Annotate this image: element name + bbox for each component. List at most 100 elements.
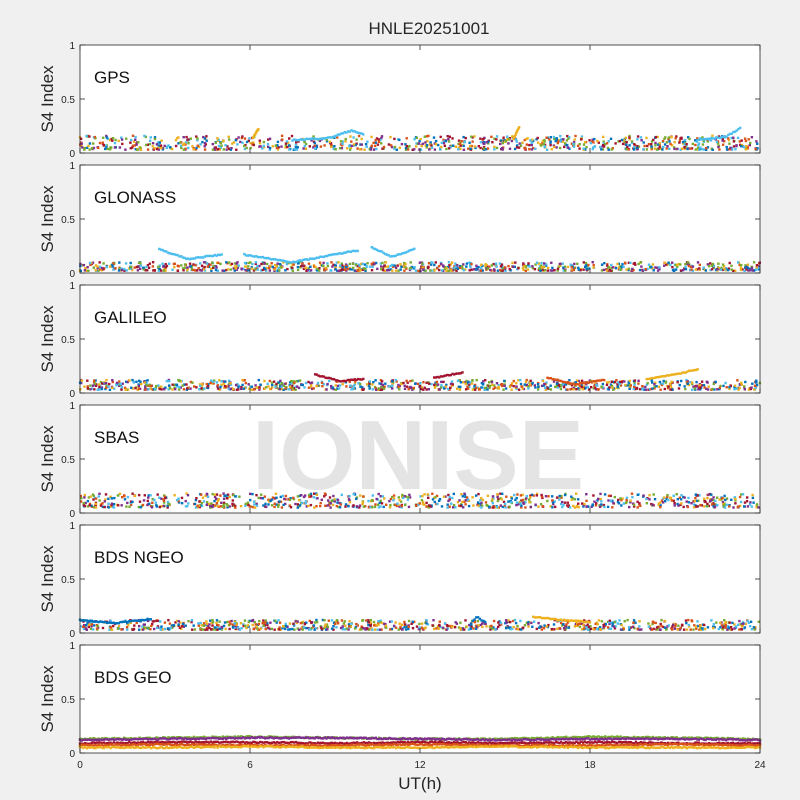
data-point: [214, 146, 217, 149]
data-point: [198, 383, 202, 386]
data-point: [479, 499, 482, 502]
data-point: [352, 385, 355, 388]
data-point: [696, 368, 699, 371]
data-point: [493, 506, 496, 509]
data-point: [570, 382, 573, 385]
data-point: [579, 269, 582, 272]
data-point: [374, 141, 377, 144]
data-point: [281, 138, 284, 141]
data-point: [546, 499, 549, 503]
data-point: [85, 134, 88, 138]
data-point: [572, 142, 575, 145]
data-point: [139, 264, 143, 267]
data-point: [468, 623, 471, 627]
data-point: [719, 268, 723, 271]
data-point: [570, 498, 573, 501]
data-point: [271, 383, 274, 387]
data-point: [354, 143, 357, 147]
data-point: [80, 619, 83, 622]
data-point: [270, 262, 273, 265]
data-point: [166, 627, 170, 630]
data-point: [755, 383, 759, 387]
data-point: [690, 388, 694, 391]
data-point: [394, 254, 397, 258]
data-point: [690, 265, 693, 268]
data-point: [260, 269, 263, 272]
data-point: [348, 620, 351, 623]
data-point: [177, 620, 180, 623]
data-point: [195, 256, 198, 259]
data-point: [255, 504, 259, 507]
data-point: [591, 147, 594, 151]
data-point: [597, 379, 601, 382]
data-point: [163, 495, 167, 498]
data-point: [250, 388, 254, 391]
data-point: [648, 498, 651, 501]
data-point: [251, 267, 254, 270]
data-point: [280, 506, 284, 509]
data-point: [594, 387, 597, 390]
data-point: [596, 499, 599, 502]
data-point: [743, 137, 747, 140]
data-point: [238, 495, 241, 498]
data-point: [523, 138, 526, 142]
data-point: [336, 498, 340, 502]
data-point: [463, 141, 466, 144]
data-point: [132, 380, 135, 384]
data-point: [755, 506, 758, 509]
data-point: [91, 493, 95, 496]
data-point: [503, 504, 507, 508]
data-point: [83, 146, 86, 150]
data-point: [294, 385, 297, 388]
data-point: [728, 386, 731, 389]
data-point: [528, 383, 532, 386]
data-point: [98, 261, 101, 264]
data-point: [683, 138, 687, 142]
data-point: [476, 616, 480, 619]
data-point: [714, 499, 717, 503]
data-point: [577, 266, 580, 269]
data-point: [263, 256, 266, 260]
data-point: [330, 145, 333, 149]
data-point: [539, 269, 542, 272]
data-point: [657, 503, 660, 507]
data-point: [226, 497, 229, 500]
data-point: [264, 619, 268, 622]
data-point: [164, 263, 167, 266]
data-point: [285, 262, 289, 266]
data-point: [525, 137, 528, 141]
data-point: [198, 388, 201, 391]
data-point: [470, 268, 473, 271]
data-point: [96, 265, 99, 268]
data-point: [603, 262, 606, 265]
data-point: [524, 506, 527, 509]
data-point: [138, 628, 141, 631]
data-point: [267, 385, 270, 388]
data-point: [459, 147, 462, 150]
data-point: [665, 147, 668, 150]
data-point: [158, 386, 161, 389]
data-point: [500, 139, 503, 142]
data-point: [699, 388, 702, 391]
data-point: [147, 618, 151, 621]
data-point: [344, 263, 348, 266]
data-point: [402, 496, 405, 500]
data-point: [494, 262, 498, 265]
data-point: [673, 147, 676, 151]
data-point: [267, 498, 270, 501]
data-point: [206, 262, 209, 265]
data-point: [749, 501, 752, 504]
data-point: [720, 498, 723, 501]
data-point: [743, 626, 747, 629]
data-point: [111, 139, 114, 142]
data-point: [585, 493, 588, 496]
data-point: [315, 627, 318, 630]
data-point: [750, 505, 753, 508]
data-point: [422, 381, 425, 384]
axis-ticks: 00.51: [61, 281, 761, 400]
data-point: [566, 388, 569, 391]
data-point: [440, 145, 443, 149]
data-point: [573, 498, 576, 501]
data-point: [93, 382, 97, 385]
data-point: [179, 621, 182, 624]
